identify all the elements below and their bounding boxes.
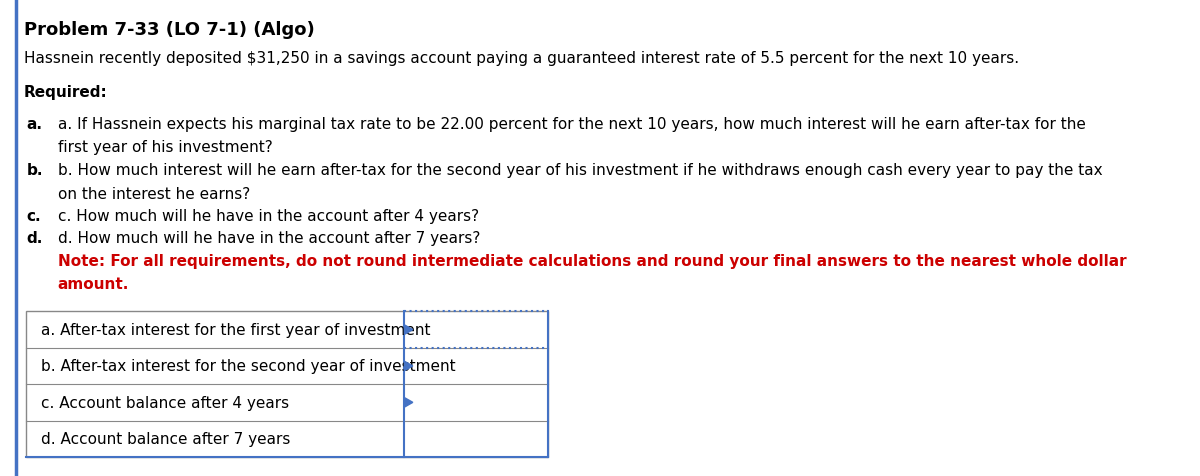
- Text: Hassnein recently deposited $31,250 in a savings account paying a guaranteed int: Hassnein recently deposited $31,250 in a…: [24, 51, 1019, 66]
- Text: a. If Hassnein expects his marginal tax rate to be 22.00 percent for the next 10: a. If Hassnein expects his marginal tax …: [58, 117, 1086, 131]
- Text: c.: c.: [26, 209, 41, 224]
- Text: c. Account balance after 4 years: c. Account balance after 4 years: [41, 395, 289, 410]
- Text: c. How much will he have in the account after 4 years?: c. How much will he have in the account …: [58, 209, 479, 224]
- Text: a.: a.: [26, 117, 42, 131]
- Text: Required:: Required:: [24, 85, 108, 99]
- Text: d.: d.: [26, 231, 43, 246]
- Text: on the interest he earns?: on the interest he earns?: [58, 186, 250, 201]
- Text: d. How much will he have in the account after 7 years?: d. How much will he have in the account …: [58, 231, 480, 246]
- Text: Note: For all requirements, do not round intermediate calculations and round you: Note: For all requirements, do not round…: [58, 253, 1127, 268]
- Text: a. After-tax interest for the first year of investment: a. After-tax interest for the first year…: [41, 322, 431, 337]
- Text: Problem 7-33 (LO 7-1) (Algo): Problem 7-33 (LO 7-1) (Algo): [24, 21, 314, 40]
- Text: b. After-tax interest for the second year of investment: b. After-tax interest for the second yea…: [41, 359, 456, 374]
- Text: first year of his investment?: first year of his investment?: [58, 140, 272, 155]
- Text: d. Account balance after 7 years: d. Account balance after 7 years: [41, 431, 290, 446]
- Text: b. How much interest will he earn after-tax for the second year of his investmen: b. How much interest will he earn after-…: [58, 163, 1103, 178]
- Text: b.: b.: [26, 163, 43, 178]
- Text: amount.: amount.: [58, 277, 128, 291]
